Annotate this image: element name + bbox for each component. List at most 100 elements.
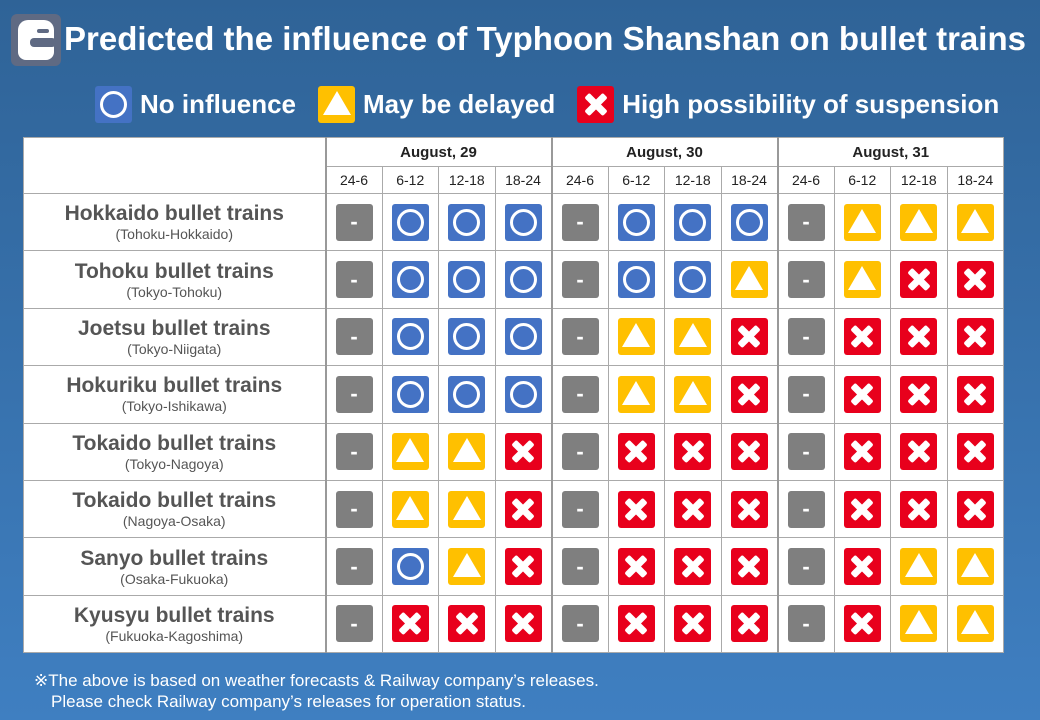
status-cell [664,594,722,654]
no-service-dash-icon: - [335,203,373,241]
status-cell [720,537,778,596]
no-service-dash-icon: - [787,203,825,241]
suspension-icon [617,548,655,586]
no-influence-icon [504,375,542,413]
line-name: Hokkaido bullet trains [64,202,284,226]
suspension-icon [956,375,994,413]
status-cell [890,422,948,481]
status-cell [494,365,552,424]
may-be-delayed-icon [900,203,938,241]
time-slot-header: 24-6 [324,166,383,194]
suspension-icon [900,261,938,299]
status-cell [381,250,439,309]
suspension-icon [956,433,994,471]
suspension-icon [900,318,938,356]
status-cell: - [324,422,383,481]
status-cell: - [776,479,835,539]
may-be-delayed-icon [674,375,712,413]
no-service-dash-icon: - [561,318,599,356]
footnote: ※The above is based on weather forecasts… [34,670,599,712]
status-cell [381,594,439,654]
status-cell: - [776,594,835,654]
suspension-icon [617,490,655,528]
status-cell [438,192,496,252]
status-cell [381,307,439,367]
status-cell [381,192,439,252]
status-cell [720,250,778,309]
status-cell [946,594,1004,654]
table-row: Tokaido bullet trains (Tokyo-Nagoya) - - - [23,422,1004,481]
status-cell: - [550,192,609,252]
time-slot-header: 18-24 [720,166,778,194]
status-cell [890,250,948,309]
status-cell [946,250,1004,309]
legend-label: No influence [140,89,297,119]
no-service-dash-icon: - [335,261,373,299]
status-cell: - [776,422,835,481]
status-cell [607,192,665,252]
page-title: Predicted the influence of Typhoon Shans… [64,20,1026,57]
time-slot-header: 18-24 [946,166,1004,194]
no-influence-icon [448,261,486,299]
suspension-icon [900,490,938,528]
line-route: (Osaka-Fukuoka) [120,570,229,587]
status-cell [664,365,722,424]
no-service-dash-icon: - [561,548,599,586]
suspension-icon [843,318,881,356]
no-service-dash-icon: - [335,318,373,356]
no-service-dash-icon: - [561,605,599,643]
suspension-icon [956,490,994,528]
legend-item: High possibility of suspension [577,86,999,123]
suspension-icon [674,605,712,643]
time-slot-header: 6-12 [381,166,439,194]
no-influence-icon [730,203,768,241]
line-name: Hokuriku bullet trains [66,374,283,398]
status-cell: - [776,192,835,252]
status-cell [720,365,778,424]
status-cell [946,192,1004,252]
status-cell [946,479,1004,539]
status-cell [720,307,778,367]
no-influence-icon [391,203,429,241]
no-service-dash-icon: - [787,548,825,586]
no-influence-icon [448,375,486,413]
may-be-delayed-icon [900,605,938,643]
no-service-dash-icon: - [335,490,373,528]
status-cell [607,365,665,424]
no-influence-icon [674,261,712,299]
line-name-cell: Joetsu bullet trains (Tokyo-Niigata) [23,307,326,367]
line-name: Kyusyu bullet trains [73,603,275,627]
status-cell [720,594,778,654]
no-influence-icon [391,548,429,586]
no-service-dash-icon: - [787,605,825,643]
suspension-icon [391,605,429,643]
status-cell [720,479,778,539]
line-name-cell: Hokkaido bullet trains (Tohoku-Hokkaido) [23,192,326,252]
status-cell: - [550,422,609,481]
status-cell [664,422,722,481]
may-be-delayed-icon [843,203,881,241]
suspension-icon [843,548,881,586]
legend: No influence May be delayed High possibili… [95,86,1021,123]
status-cell [494,594,552,654]
line-route: (Nagoya-Osaka) [122,513,226,530]
suspension-icon [843,433,881,471]
no-service-dash-icon: - [561,203,599,241]
status-cell [494,192,552,252]
may-be-delayed-icon [956,203,994,241]
status-cell [720,422,778,481]
line-route: (Tokyo-Niigata) [127,340,222,357]
may-be-delayed-icon [900,548,938,586]
line-route: (Tokyo-Ishikawa) [121,398,227,415]
table-row: Tohoku bullet trains (Tokyo-Tohoku) - - - [23,250,1004,309]
status-cell [890,192,948,252]
suspension-icon [730,605,768,643]
status-cell [890,479,948,539]
status-cell [494,479,552,539]
day-header: August, 30 [550,137,778,167]
status-cell [381,479,439,539]
no-influence-icon [617,261,655,299]
line-name-cell: Kyusyu bullet trains (Fukuoka-Kagoshima) [23,594,326,654]
status-cell [607,594,665,654]
no-service-dash-icon: - [561,433,599,471]
